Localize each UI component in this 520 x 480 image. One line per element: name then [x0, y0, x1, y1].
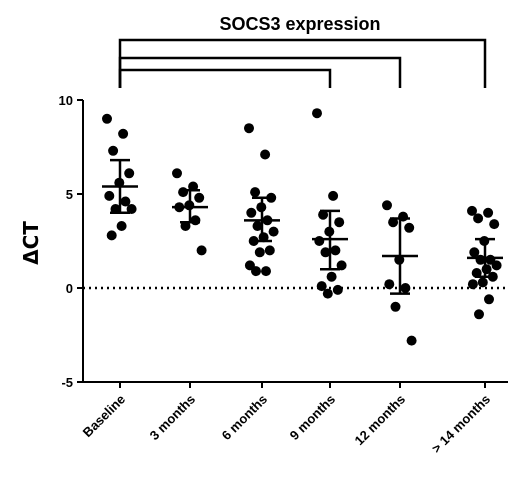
data-point — [384, 279, 395, 290]
data-point — [473, 213, 484, 224]
data-point — [250, 187, 261, 198]
data-point — [194, 192, 205, 203]
chart-title: SOCS3 expression — [219, 14, 380, 34]
data-point — [318, 209, 329, 220]
data-point — [244, 123, 254, 134]
data-point — [314, 236, 325, 246]
data-point — [260, 149, 271, 160]
data-point — [252, 221, 263, 231]
data-point — [404, 222, 415, 233]
data-point — [477, 277, 488, 288]
data-point — [406, 335, 417, 346]
data-point — [326, 271, 337, 282]
data-point — [102, 113, 112, 124]
data-point — [312, 108, 322, 119]
data-point — [330, 245, 341, 256]
data-point — [254, 247, 265, 258]
x-tick-label: 12 months — [352, 392, 409, 449]
data-point — [469, 247, 480, 258]
data-point — [489, 219, 500, 230]
y-tick-label: 0 — [66, 281, 73, 296]
x-tick-label: 9 months — [287, 392, 338, 443]
data-point — [104, 190, 115, 201]
data-point — [484, 294, 494, 305]
data-point — [400, 283, 411, 293]
data-point — [116, 221, 127, 231]
data-point — [320, 247, 331, 258]
data-point — [251, 266, 261, 277]
data-point — [322, 288, 333, 299]
data-point — [124, 168, 135, 179]
data-point — [467, 279, 478, 290]
y-tick-label: 5 — [66, 187, 73, 202]
data-point — [328, 190, 339, 201]
data-point — [332, 284, 343, 295]
y-tick-label: 10 — [59, 93, 73, 108]
data-point — [388, 217, 399, 228]
x-tick-label: 6 months — [219, 392, 270, 443]
mean-sd-bars — [102, 158, 503, 295]
data-point — [110, 204, 121, 214]
y-axis: -5 0 5 10 — [59, 93, 84, 390]
y-tick-label: -5 — [61, 375, 73, 390]
data-point — [190, 215, 201, 226]
data-point — [491, 260, 502, 271]
comparison-brackets — [118, 38, 487, 88]
x-tick-label: > 14 months — [429, 392, 494, 457]
data-point — [264, 245, 275, 256]
data-point — [180, 221, 191, 231]
data-point — [483, 207, 494, 218]
data-points — [102, 108, 502, 346]
x-tick-label: 3 months — [147, 392, 198, 443]
data-point — [118, 128, 129, 139]
data-point — [108, 145, 119, 156]
data-point — [246, 207, 257, 218]
data-point — [120, 196, 131, 207]
data-point — [336, 260, 347, 271]
comparison-bracket — [118, 68, 332, 88]
data-point — [334, 217, 345, 228]
data-point — [390, 301, 401, 312]
data-point — [196, 245, 207, 256]
x-tick-label: Baseline — [80, 392, 128, 440]
data-point — [261, 266, 271, 277]
comparison-bracket — [118, 38, 487, 88]
data-point — [172, 168, 182, 179]
data-point — [106, 230, 117, 241]
data-point — [126, 204, 137, 214]
data-point — [316, 281, 327, 292]
y-axis-label: ΔCT — [19, 221, 43, 265]
comparison-bracket — [118, 56, 402, 88]
data-point — [382, 200, 392, 211]
data-point — [474, 309, 484, 320]
data-point — [467, 205, 477, 216]
data-point — [268, 226, 279, 237]
data-point — [178, 187, 189, 198]
x-axis: Baseline 3 months 6 months 9 months 12 month… — [80, 381, 508, 457]
